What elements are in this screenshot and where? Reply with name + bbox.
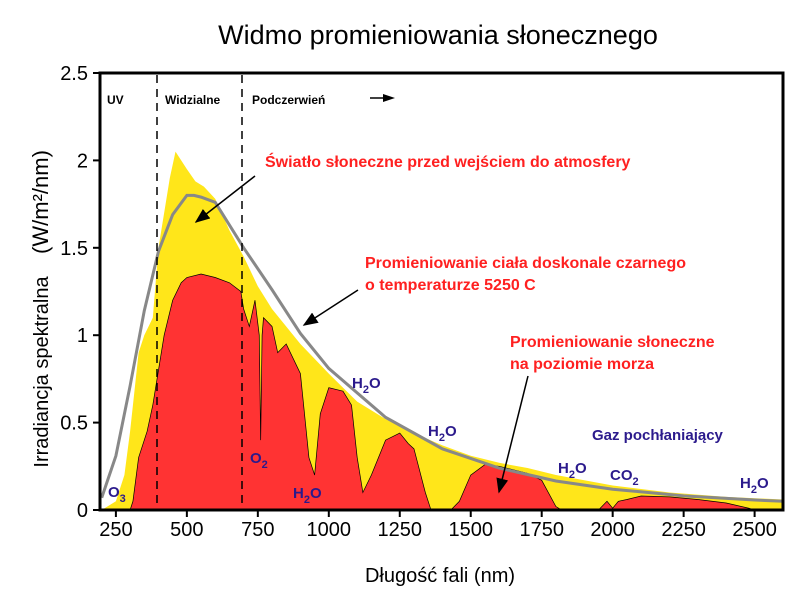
gas-label: H2O bbox=[352, 375, 381, 396]
gas-label: H2O bbox=[558, 460, 587, 481]
x-tick-label: 2250 bbox=[661, 519, 706, 541]
x-tick-label: 1000 bbox=[307, 519, 352, 541]
annotation-blackbody-line1: Promieniowanie ciała doskonale czarnego bbox=[365, 255, 686, 272]
annotation-extraterrestrial: Światło słoneczne przed wejściem do atmo… bbox=[265, 152, 631, 171]
x-tick-label: 1750 bbox=[519, 519, 564, 541]
x-tick-label: 250 bbox=[99, 519, 132, 541]
annotation-arrow-blackbody bbox=[302, 289, 359, 326]
chart-title: Widmo promieniowania słonecznego bbox=[218, 20, 658, 50]
gas-label: H2O bbox=[740, 475, 769, 496]
region-label-infrared: Podczerwień bbox=[252, 93, 325, 107]
series-sealevel-area bbox=[100, 273, 783, 511]
annotation-sealevel-line2: na poziomie morza bbox=[510, 356, 654, 373]
x-tick-label: 1250 bbox=[378, 519, 423, 541]
plot-frame bbox=[98, 71, 785, 512]
x-tick-label: 500 bbox=[170, 519, 203, 541]
gas-label: O3 bbox=[108, 484, 126, 505]
annotation-blackbody-line2: o temperaturze 5250 C bbox=[365, 277, 536, 294]
gas-title: Gaz pochłaniający bbox=[592, 427, 724, 444]
region-label-visible: Widzialne bbox=[165, 93, 221, 107]
annotation-arrow-extraterrestrial bbox=[194, 175, 256, 223]
annotation-sealevel-line1: Promieniowanie słoneczne bbox=[510, 334, 715, 351]
gas-label: O2 bbox=[250, 450, 268, 471]
x-axis-label: Długość fali (nm) bbox=[365, 565, 515, 587]
y-axis-unit: (W/m²/nm) bbox=[28, 150, 53, 254]
y-tick-label: 2 bbox=[77, 150, 88, 172]
annotation-arrow-sealevel bbox=[496, 375, 529, 494]
series-blackbody-line bbox=[100, 193, 784, 503]
gas-label: H2O bbox=[293, 485, 322, 506]
y-tick-label: 0.5 bbox=[60, 413, 88, 435]
y-tick-label: 2.5 bbox=[60, 63, 88, 85]
region-label-uv: UV bbox=[107, 93, 124, 107]
y-tick-label: 0 bbox=[77, 500, 88, 522]
y-tick-label: 1.5 bbox=[60, 238, 88, 260]
gas-label: H2O bbox=[428, 423, 457, 444]
gas-label: CO2 bbox=[610, 467, 639, 488]
x-tick-label: 1500 bbox=[448, 519, 493, 541]
x-tick-label: 2500 bbox=[732, 519, 777, 541]
x-tick-label: 2000 bbox=[590, 519, 635, 541]
x-tick-label: 750 bbox=[241, 519, 274, 541]
arrow-right-icon bbox=[370, 94, 395, 102]
plot-area bbox=[100, 151, 784, 511]
y-tick-label: 1 bbox=[77, 325, 88, 347]
y-axis-label: Irradiancja spektralna bbox=[31, 276, 53, 468]
